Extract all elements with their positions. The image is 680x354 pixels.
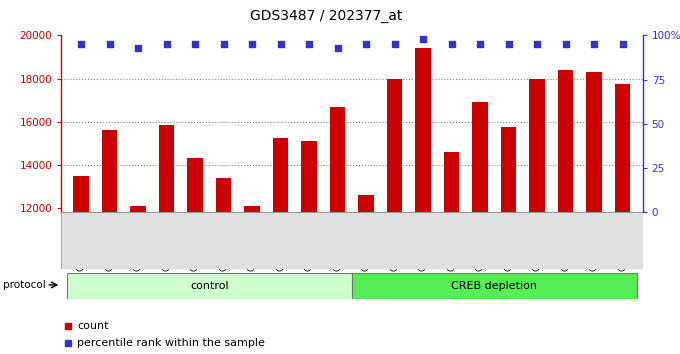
Point	[104, 41, 115, 47]
Point	[247, 41, 258, 47]
Bar	[415, 48, 431, 354]
Point	[360, 41, 371, 47]
Bar	[273, 138, 288, 354]
Bar	[558, 70, 573, 354]
Point	[503, 41, 514, 47]
Point	[275, 41, 286, 47]
Point	[446, 41, 457, 47]
Bar	[615, 84, 630, 354]
Bar	[216, 178, 231, 354]
Point	[475, 41, 486, 47]
Point	[218, 41, 229, 47]
Point	[389, 41, 400, 47]
Point	[589, 41, 600, 47]
Bar	[102, 130, 118, 354]
Text: GDS3487 / 202377_at: GDS3487 / 202377_at	[250, 9, 403, 23]
Point	[161, 41, 172, 47]
Text: control: control	[190, 281, 228, 291]
Bar	[586, 72, 602, 354]
Text: percentile rank within the sample: percentile rank within the sample	[78, 338, 265, 348]
Bar	[529, 79, 545, 354]
Point	[333, 45, 343, 51]
Point	[133, 45, 143, 51]
Bar	[330, 107, 345, 354]
Text: count: count	[78, 321, 109, 331]
Bar	[352, 273, 637, 299]
Point	[418, 36, 428, 42]
Bar	[73, 176, 89, 354]
Bar	[444, 152, 460, 354]
Point	[617, 41, 628, 47]
Bar	[67, 273, 352, 299]
Text: protocol: protocol	[3, 280, 46, 290]
Text: CREB depletion: CREB depletion	[452, 281, 537, 291]
Bar	[244, 206, 260, 354]
Bar	[500, 127, 517, 354]
Point	[190, 41, 201, 47]
Bar	[159, 125, 175, 354]
Bar	[473, 102, 488, 354]
Point	[560, 41, 571, 47]
Bar	[358, 195, 374, 354]
Bar	[187, 159, 203, 354]
Bar	[387, 79, 403, 354]
Point	[75, 41, 86, 47]
Point	[532, 41, 543, 47]
Bar	[301, 141, 317, 354]
Point	[304, 41, 315, 47]
Bar	[131, 206, 146, 354]
